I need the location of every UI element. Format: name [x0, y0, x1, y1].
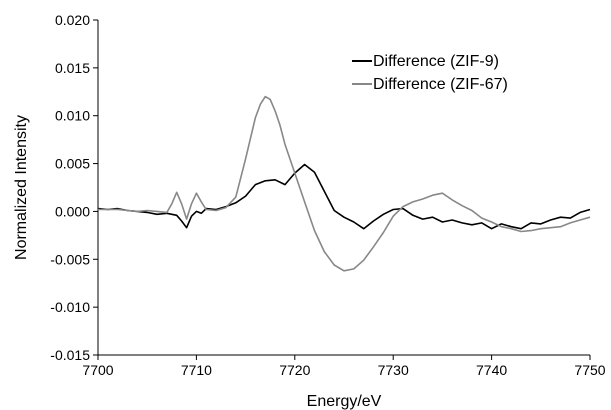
y-tick-label: 0.000 — [55, 203, 90, 219]
series-line-1 — [97, 163, 591, 230]
y-axis-title: Normalized Intensity — [13, 115, 30, 260]
y-tick-label: 0.020 — [55, 12, 90, 28]
legend-label-2: Difference (ZIF-67) — [373, 76, 508, 93]
x-tick-label: 7740 — [476, 362, 507, 378]
x-tick-label: 7700 — [82, 362, 113, 378]
series-line-2 — [98, 95, 591, 272]
x-tick-label: 7720 — [279, 362, 310, 378]
y-tick-label: 0.005 — [55, 156, 90, 172]
x-tick-label: 7710 — [181, 362, 212, 378]
x-tick-label: 7750 — [574, 362, 605, 378]
y-tick-label: -0.010 — [50, 299, 90, 315]
x-tick-label: 7730 — [378, 362, 409, 378]
legend-label-1: Difference (ZIF-9) — [373, 53, 499, 70]
y-tick-label: -0.015 — [50, 347, 90, 363]
legend: Difference (ZIF-9) Difference (ZIF-67) — [352, 53, 508, 93]
x-axis-title: Energy/eV — [307, 393, 382, 410]
y-tick-label: 0.010 — [55, 108, 90, 124]
y-tick-label: -0.005 — [50, 251, 90, 267]
axes: -0.015 -0.010 -0.005 0.000 0.005 0.010 0.015 0.… — [50, 12, 605, 378]
series-layer — [97, 95, 591, 272]
y-tick-label: 0.015 — [55, 60, 90, 76]
